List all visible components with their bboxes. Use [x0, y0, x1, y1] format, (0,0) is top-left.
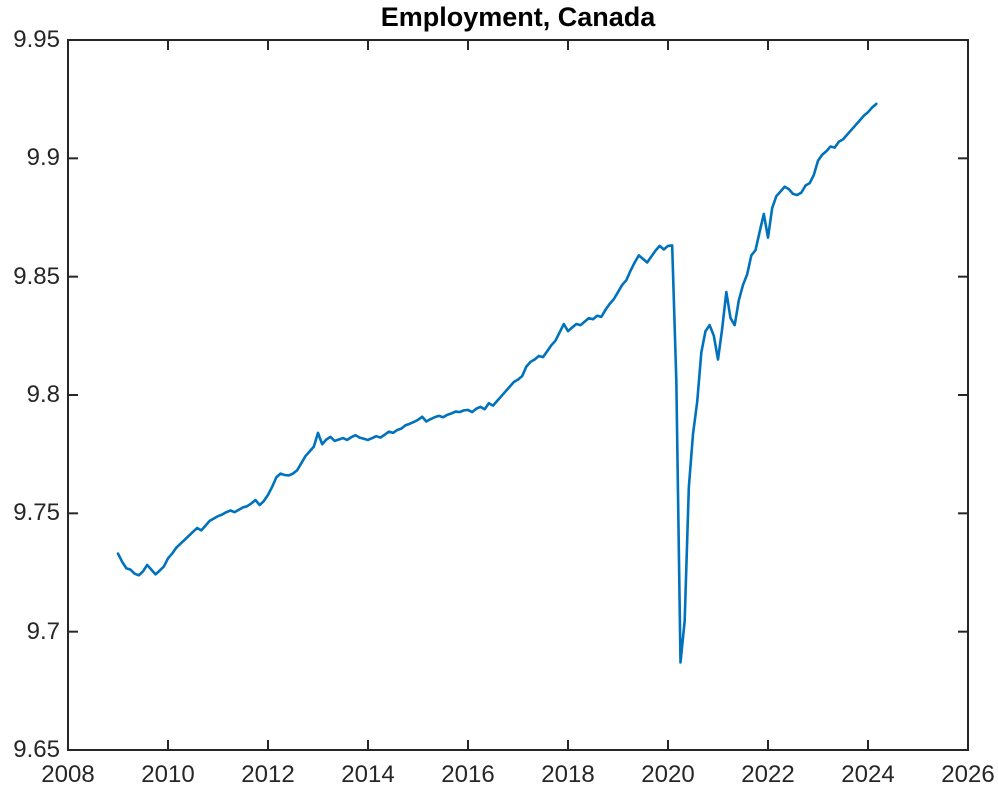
x-tick-label: 2014 [341, 761, 395, 788]
x-tick-label: 2008 [41, 761, 95, 788]
x-tick-label: 2022 [741, 761, 795, 788]
y-tick-label: 9.95 [13, 26, 60, 53]
y-tick-label: 9.65 [13, 736, 60, 763]
x-tick-label: 2012 [241, 761, 295, 788]
x-tick-label: 2024 [841, 761, 895, 788]
x-tick-label: 2026 [941, 761, 995, 788]
x-tick-label: 2020 [641, 761, 695, 788]
x-tick-label: 2010 [141, 761, 195, 788]
y-tick-label: 9.85 [13, 262, 60, 290]
chart-title: Employment, Canada [380, 2, 656, 32]
x-tick-label: 2018 [541, 761, 595, 788]
y-tick-label: 9.9 [26, 144, 60, 172]
y-tick-label: 9.75 [13, 499, 60, 527]
y-tick-label: 9.7 [26, 617, 60, 645]
y-tick-label: 9.8 [26, 381, 60, 408]
x-tick-label: 2016 [441, 761, 495, 788]
employment-data-line [116, 102, 878, 664]
